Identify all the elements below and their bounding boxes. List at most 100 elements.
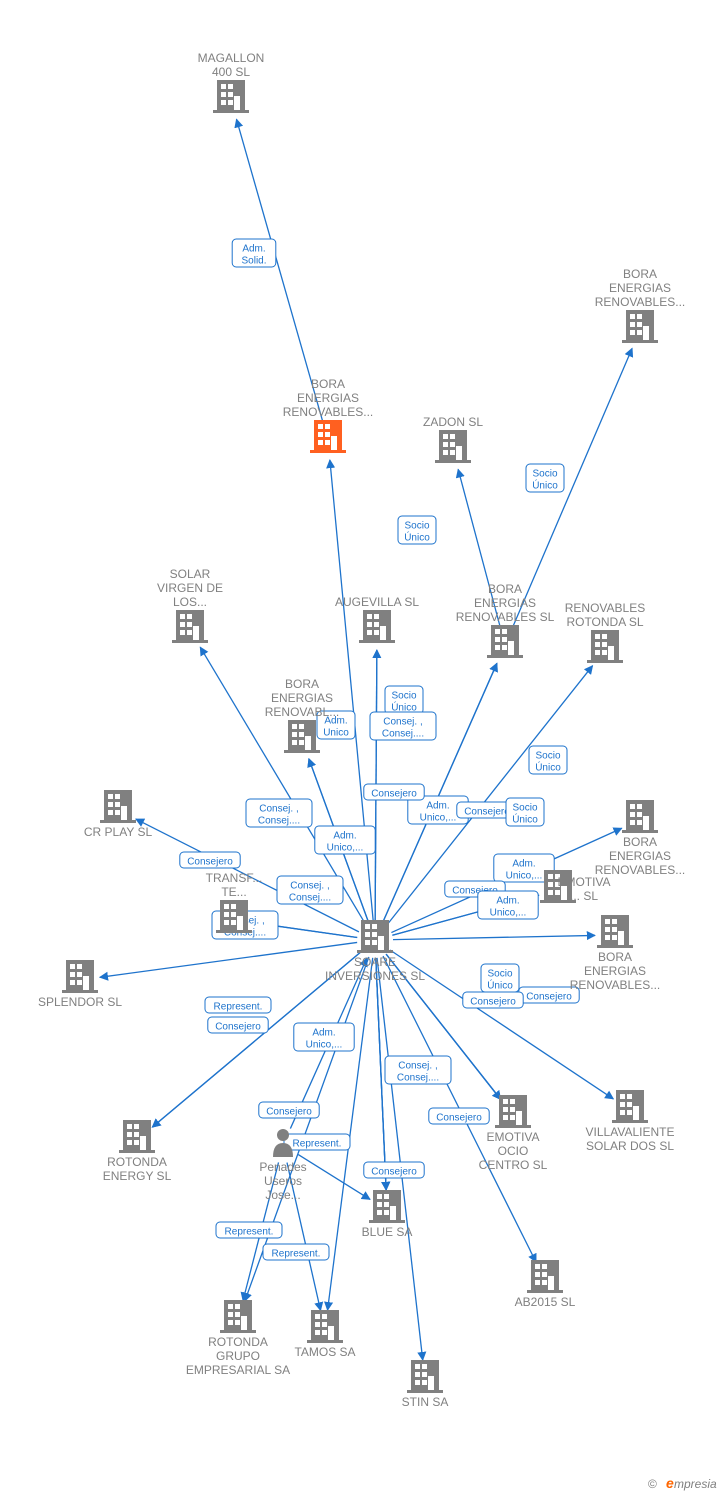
node-bora_top_r[interactable]: BORAENERGIASRENOVABLES...	[595, 267, 685, 343]
edge-label-text: Único	[535, 761, 561, 774]
edge-label-text: Adm.	[426, 801, 449, 812]
node-label: Jose...	[265, 1188, 300, 1202]
node-emotiva_top[interactable]: EMOTIVA... SL	[540, 870, 611, 903]
node-label: 400 SL	[212, 65, 250, 79]
edge-label-text: Represent.	[272, 1249, 321, 1260]
edge-label-text: Adm.	[496, 896, 519, 907]
node-label: ENERGIAS	[271, 691, 333, 705]
edge	[100, 942, 357, 977]
edge-label-text: Solid.	[241, 256, 266, 267]
edge-label-text: Consejero	[470, 997, 516, 1008]
node-label: TRANSF...	[206, 871, 263, 885]
node-label: INVERSIONES SL	[325, 969, 425, 983]
edge-label-text: Unico	[323, 728, 349, 739]
edge-label-text: Adm.	[242, 244, 265, 255]
edge-label-text: Represent.	[214, 1002, 263, 1013]
edge-label-text: Adm.	[512, 859, 535, 870]
edge-label-text: Consej. ,	[398, 1061, 437, 1072]
edge-label-text: Represent.	[293, 1139, 342, 1150]
edge-label-text: Socio	[512, 803, 537, 814]
edge-label-text: Adm.	[312, 1028, 335, 1039]
edge-label-text: Represent.	[225, 1227, 274, 1238]
node-cr_play[interactable]: CR PLAY SL	[84, 790, 153, 839]
node-augevilla[interactable]: AUGEVILLA SL	[335, 595, 419, 643]
edge-label-text: Socio	[391, 691, 416, 702]
node-label: BORA	[311, 377, 345, 391]
node-ab2015[interactable]: AB2015 SL	[515, 1260, 576, 1309]
edge-label-text: Unico,...	[506, 871, 543, 882]
footer: ©empresia	[648, 1475, 717, 1491]
node-label: RENOVABLES	[565, 601, 645, 615]
node-label: RENOVABLES SL	[456, 610, 555, 624]
node-emotiva_ocio[interactable]: EMOTIVAOCIOCENTRO SL	[479, 1095, 548, 1172]
edge-label-text: Único	[512, 813, 538, 826]
edge-label-text: Consej....	[397, 1073, 439, 1084]
edge-label-text: Socio	[535, 751, 560, 762]
edge-label-text: Consejero	[371, 1167, 417, 1178]
node-label: CR PLAY SL	[84, 825, 153, 839]
node-label: EMOTIVA	[557, 875, 610, 889]
node-label: ENERGIAS	[474, 596, 536, 610]
network-diagram: Adm.Solid.SocioÚnicoSocioÚnicoAdm.UnicoC…	[0, 0, 728, 1500]
edge-label-text: Único	[404, 531, 430, 544]
node-label: STIN SA	[402, 1395, 449, 1409]
node-label: ENERGY SL	[103, 1169, 172, 1183]
node-bora_ren_sl[interactable]: BORAENERGIASRENOVABLES SL	[456, 582, 555, 658]
node-label: TE...	[221, 885, 246, 899]
node-villavaliente[interactable]: VILLAVALIENTESOLAR DOS SL	[586, 1090, 675, 1153]
node-label: Useros	[264, 1174, 302, 1188]
node-label: SOLAR	[170, 567, 211, 581]
edge-label-text: Socio	[487, 969, 512, 980]
edge-label-text: Consejero	[464, 807, 510, 818]
node-label: GRUPO	[216, 1349, 260, 1363]
node-label: RENOVABLES...	[595, 295, 685, 309]
edge-label-text: Único	[487, 979, 513, 992]
node-label: BORA	[598, 950, 632, 964]
node-label: VILLAVALIENTE	[586, 1125, 675, 1139]
node-label: ENERGIAS	[297, 391, 359, 405]
edge-label-text: Consejero	[371, 789, 417, 800]
node-label: SOARE	[354, 955, 396, 969]
node-stin[interactable]: STIN SA	[402, 1360, 449, 1409]
node-label: ENERGIAS	[609, 281, 671, 295]
node-label: AUGEVILLA SL	[335, 595, 419, 609]
edge-label-text: Consej. ,	[259, 804, 298, 815]
node-bora_right[interactable]: BORAENERGIASRENOVABLES...	[595, 800, 685, 877]
edge-label-text: Socio	[404, 521, 429, 532]
node-tamos[interactable]: TAMOS SA	[294, 1310, 355, 1359]
node-soare[interactable]: SOAREINVERSIONES SL	[325, 920, 425, 983]
edge-label-text: Adm.	[333, 831, 356, 842]
node-magallon[interactable]: MAGALLON400 SL	[198, 51, 265, 113]
edge-label-text: Consejero	[215, 1022, 261, 1033]
node-label: BLUE SA	[362, 1225, 413, 1239]
node-label: RENOVABLES...	[283, 405, 373, 419]
node-zadon[interactable]: ZADON SL	[423, 415, 483, 463]
node-splendor[interactable]: SPLENDOR SL	[38, 960, 122, 1009]
node-label: TAMOS SA	[294, 1345, 355, 1359]
edge-label-text: Consejero	[526, 992, 572, 1003]
node-label: OCIO	[498, 1144, 529, 1158]
node-label: EMOTIVA	[486, 1130, 539, 1144]
node-label: ROTONDA SL	[566, 615, 643, 629]
node-label: ZADON SL	[423, 415, 483, 429]
nodes-layer: MAGALLON400 SLBORAENERGIASRENOVABLES...Z…	[38, 51, 685, 1409]
edge-label-text: Consejero	[266, 1107, 312, 1118]
node-solar_virgen[interactable]: SOLARVIRGEN DELOS...	[157, 567, 223, 643]
node-renov_rotonda[interactable]: RENOVABLESROTONDA SL	[565, 601, 645, 663]
node-label: BORA	[488, 582, 522, 596]
edge-label-text: Socio	[532, 469, 557, 480]
edge-label-text: Consej....	[289, 893, 331, 904]
node-label: MAGALLON	[198, 51, 265, 65]
node-label: ... SL	[570, 889, 598, 903]
node-bora_mid[interactable]: BORAENERGIASRENOVABL...	[265, 677, 339, 753]
svg-text:mpresia: mpresia	[674, 1477, 717, 1491]
node-rotonda_en[interactable]: ROTONDAENERGY SL	[103, 1120, 172, 1183]
node-bora_hi[interactable]: BORAENERGIASRENOVABLES...	[283, 377, 373, 453]
node-label: ENERGIAS	[584, 964, 646, 978]
edge-label-text: Unico,...	[306, 1040, 343, 1051]
node-emotiva_side[interactable]: BORAENERGIASRENOVABLES...	[570, 915, 660, 992]
node-label: ROTONDA	[208, 1335, 268, 1349]
edge-label-text: Unico,...	[327, 843, 364, 854]
node-label: LOS...	[173, 595, 207, 609]
node-rotonda_grupo[interactable]: ROTONDAGRUPOEMPRESARIAL SA	[186, 1300, 290, 1377]
